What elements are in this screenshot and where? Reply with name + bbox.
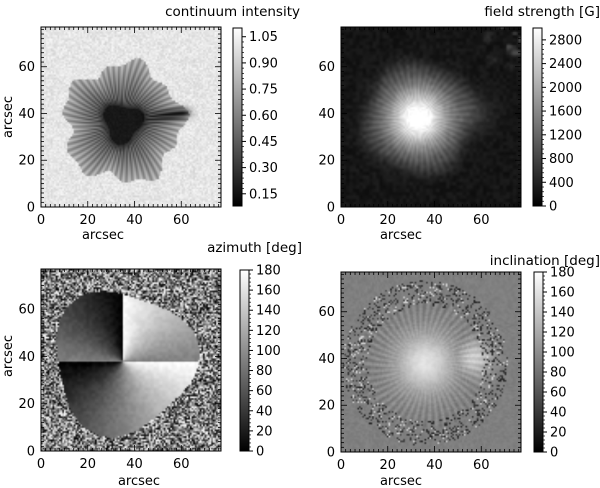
panel-3-y-tick-label: 60 bbox=[18, 303, 35, 318]
panel-1-xlabel: arcsec bbox=[82, 228, 124, 243]
panel-3-colorbar-label: 100 bbox=[256, 344, 281, 359]
panel-continuum-intensity: continuum intensity 0 20 40 60 0 20 40 60 arcse… bbox=[1, 4, 300, 243]
panel-1-y-tick-label: 20 bbox=[18, 154, 35, 169]
panel-3-heatmap-image bbox=[41, 269, 221, 451]
panel-4-y-tick-label: 20 bbox=[318, 399, 335, 414]
panel-4-colorbar-label: 100 bbox=[550, 346, 575, 361]
panel-1-y-tick-label: 40 bbox=[18, 107, 35, 122]
panel-1-x-tick-label: 0 bbox=[37, 213, 45, 228]
panel-2-x-tick-label: 20 bbox=[379, 213, 396, 228]
panel-3-x-tick-label: 40 bbox=[126, 457, 143, 472]
panel-3-y-tick-label: 0 bbox=[27, 445, 35, 460]
panel-1-colorbar-label: 0.90 bbox=[249, 56, 278, 71]
panel-field-strength: field strength [G] 0 20 40 60 0 20 40 60 arcsec… bbox=[318, 4, 600, 243]
panel-2-colorbar-label: 0 bbox=[549, 200, 557, 215]
panel-2-colorbar-label: 400 bbox=[549, 176, 574, 191]
panel-2-x-tick-label: 60 bbox=[473, 213, 490, 228]
panel-azimuth: azimuth [deg] 0 20 40 60 0 20 40 60 arcsec arcs… bbox=[1, 240, 302, 488]
panel-3-colorbar-label: 60 bbox=[256, 384, 273, 399]
panel-4-x-tick-label: 40 bbox=[426, 458, 443, 473]
panel-2-heatmap-image bbox=[341, 27, 521, 207]
panel-3-colorbar-label: 80 bbox=[256, 364, 273, 379]
panel-1-colorbar-label: 0.45 bbox=[249, 135, 278, 150]
panel-4-y-tick-label: 60 bbox=[318, 305, 335, 320]
panel-3-frame bbox=[40, 268, 222, 452]
panel-3-colorbar-label: 120 bbox=[256, 324, 281, 339]
panel-3-y-tick-label: 20 bbox=[18, 397, 35, 412]
panel-2-colorbar-label: 2400 bbox=[549, 57, 582, 72]
panel-3-y-tick-label: 40 bbox=[18, 350, 35, 365]
panel-2-colorbar-label: 800 bbox=[549, 152, 574, 167]
panel-1-colorbar-label: 0.75 bbox=[249, 83, 278, 98]
panel-3-xlabel: arcsec bbox=[118, 474, 160, 488]
panel-2-colorbar-label: 2000 bbox=[549, 81, 582, 96]
panel-2-colorbar bbox=[532, 27, 543, 207]
panel-1-heatmap-image bbox=[41, 27, 221, 207]
panel-4-y-tick-label: 0 bbox=[327, 446, 335, 461]
panel-3-x-tick-label: 0 bbox=[37, 457, 45, 472]
panel-2-colorbar-label: 1600 bbox=[549, 105, 582, 120]
panel-1-y-tick-label: 60 bbox=[18, 60, 35, 75]
panel-2-xlabel: arcsec bbox=[380, 228, 422, 243]
panel-3-colorbar-label: 140 bbox=[256, 304, 281, 319]
panel-1-frame bbox=[40, 26, 222, 208]
panel-1-x-tick-label: 40 bbox=[126, 213, 143, 228]
panel-4-colorbar-label: 40 bbox=[550, 406, 567, 421]
panel-3-colorbar-label: 20 bbox=[256, 424, 273, 439]
panel-3-colorbar-label: 160 bbox=[256, 284, 281, 299]
panel-2-colorbar-label: 1200 bbox=[549, 128, 582, 143]
panel-4-colorbar-label: 120 bbox=[550, 326, 575, 341]
panel-4-colorbar-label: 160 bbox=[550, 286, 575, 301]
panel-4-colorbar-label: 20 bbox=[550, 426, 567, 441]
panel-1-x-tick-label: 20 bbox=[79, 213, 96, 228]
panel-4-colorbar-label: 180 bbox=[550, 266, 575, 281]
panel-4-frame bbox=[340, 271, 522, 453]
panel-2-title: field strength [G] bbox=[484, 4, 600, 20]
panel-2-y-tick-label: 0 bbox=[327, 201, 335, 216]
panel-4-heatmap-image bbox=[341, 272, 521, 452]
panel-4-colorbar-label: 0 bbox=[550, 446, 558, 461]
panel-3-title: azimuth [deg] bbox=[207, 240, 302, 256]
panel-4-colorbar-label: 80 bbox=[550, 366, 567, 381]
panel-4-colorbar bbox=[533, 271, 544, 453]
panel-2-colorbar-label: 2800 bbox=[549, 33, 582, 48]
panel-4-colorbar-label: 60 bbox=[550, 386, 567, 401]
panel-1-colorbar-label: 0.15 bbox=[249, 187, 278, 202]
panel-1-ylabel: arcsec bbox=[1, 96, 16, 138]
panel-3-colorbar-label: 180 bbox=[256, 264, 281, 279]
panel-3-colorbar bbox=[239, 269, 250, 452]
panel-4-x-tick-label: 20 bbox=[379, 458, 396, 473]
panel-3-x-tick-label: 60 bbox=[173, 457, 190, 472]
panel-3-colorbar-label: 40 bbox=[256, 404, 273, 419]
panel-1-colorbar-label: 0.30 bbox=[249, 161, 278, 176]
panel-3-ylabel: arcsec bbox=[1, 335, 16, 377]
panel-2-x-tick-label: 0 bbox=[337, 213, 345, 228]
panel-4-title: inclination [deg] bbox=[490, 253, 600, 269]
panel-1-y-tick-label: 0 bbox=[27, 201, 35, 216]
panel-2-x-tick-label: 40 bbox=[426, 213, 443, 228]
panel-4-x-tick-label: 60 bbox=[473, 458, 490, 473]
panel-1-colorbar-label: 1.05 bbox=[249, 30, 278, 45]
panel-2-y-tick-label: 40 bbox=[318, 107, 335, 122]
panel-4-y-tick-label: 40 bbox=[318, 352, 335, 367]
panel-4-colorbar-label: 140 bbox=[550, 306, 575, 321]
panel-2-frame bbox=[340, 26, 522, 208]
panel-1-colorbar-label: 0.60 bbox=[249, 109, 278, 124]
panel-4-x-tick-label: 0 bbox=[337, 458, 345, 473]
panel-4-xlabel: arcsec bbox=[380, 474, 422, 488]
panel-3-x-tick-label: 20 bbox=[79, 457, 96, 472]
panel-2-y-tick-label: 60 bbox=[318, 60, 335, 75]
panel-3-colorbar-label: 0 bbox=[256, 445, 264, 460]
panel-1-colorbar bbox=[232, 27, 243, 207]
panel-1-title: continuum intensity bbox=[165, 4, 300, 20]
panel-2-y-tick-label: 20 bbox=[318, 154, 335, 169]
panel-1-x-tick-label: 60 bbox=[173, 213, 190, 228]
